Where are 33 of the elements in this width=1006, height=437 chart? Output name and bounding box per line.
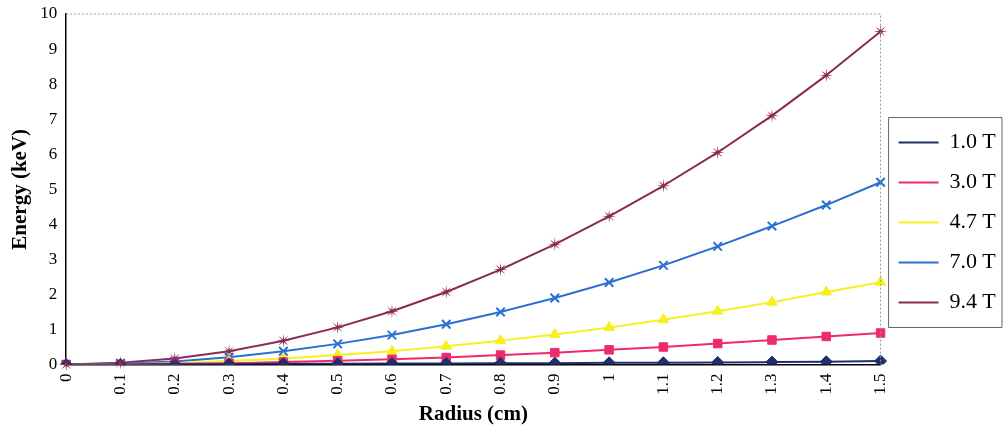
y-tick-label: 9 [48,38,58,58]
x-tick-label: 0.3 [218,373,238,395]
x-tick-label: 1.5 [870,373,890,395]
x-tick-label: 1.1 [652,373,672,395]
x-axis-title: Radius (cm) [418,400,528,425]
x-tick-label: 1.3 [761,373,781,395]
x-tick-label: 0.6 [381,373,401,395]
legend-label: 1.0 T [949,128,997,154]
x-tick-label: 0.8 [489,373,509,395]
y-tick-label: 6 [48,143,58,163]
y-tick-label: 10 [40,3,58,23]
y-tick-label: 2 [48,283,58,303]
y-tick-label: 4 [48,213,58,233]
y-axis-title: Energy (keV) [7,128,32,250]
x-tick-label: 0.4 [272,373,292,395]
x-tick-label: 0.9 [544,373,564,395]
legend-label: 7.0 T [949,248,997,274]
x-tick-label: 0.2 [164,373,184,395]
x-tick-label: 0.1 [109,373,129,395]
x-tick-label: 0.5 [327,373,347,395]
y-tick-label: 1 [48,318,58,338]
x-tick-label: 0 [55,373,75,383]
x-tick-label: 1 [598,373,618,383]
y-tick-label: 8 [48,73,58,93]
x-tick-label: 1.2 [707,373,727,395]
legend-label: 4.7 T [949,208,997,234]
legend-label: 3.0 T [949,168,997,194]
x-tick-label: 0.7 [435,373,455,395]
legend-label: 9.4 T [949,288,997,314]
y-tick-label: 7 [48,108,58,128]
y-tick-label: 3 [48,248,58,268]
x-tick-label: 1.4 [815,373,835,395]
y-tick-label: 5 [48,178,58,198]
